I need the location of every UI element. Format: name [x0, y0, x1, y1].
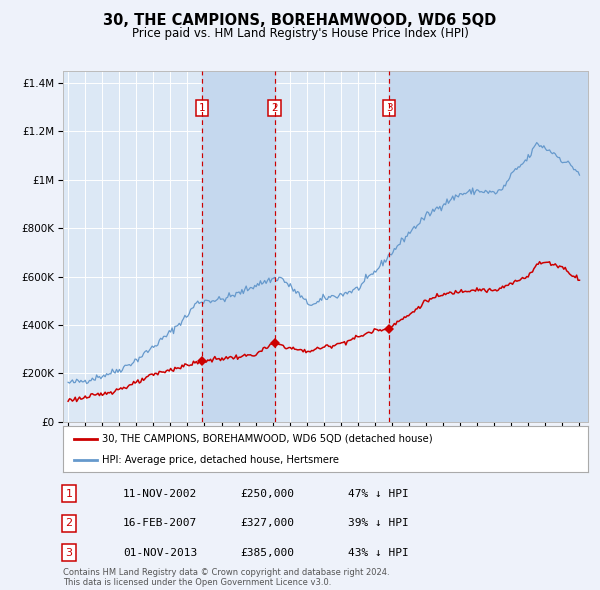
Text: 01-NOV-2013: 01-NOV-2013 [123, 548, 197, 558]
Text: 1: 1 [199, 103, 206, 113]
Text: 3: 3 [65, 548, 73, 558]
Text: 2: 2 [65, 519, 73, 528]
Text: £327,000: £327,000 [240, 519, 294, 528]
Text: 43% ↓ HPI: 43% ↓ HPI [348, 548, 409, 558]
Text: 16-FEB-2007: 16-FEB-2007 [123, 519, 197, 528]
Text: £385,000: £385,000 [240, 548, 294, 558]
Text: This data is licensed under the Open Government Licence v3.0.: This data is licensed under the Open Gov… [63, 578, 331, 587]
Text: 2: 2 [271, 103, 278, 113]
Text: Contains HM Land Registry data © Crown copyright and database right 2024.: Contains HM Land Registry data © Crown c… [63, 568, 389, 577]
Text: 30, THE CAMPIONS, BOREHAMWOOD, WD6 5QD (detached house): 30, THE CAMPIONS, BOREHAMWOOD, WD6 5QD (… [103, 434, 433, 444]
Text: HPI: Average price, detached house, Hertsmere: HPI: Average price, detached house, Hert… [103, 455, 340, 465]
Text: 1: 1 [65, 489, 73, 499]
Text: 39% ↓ HPI: 39% ↓ HPI [348, 519, 409, 528]
Text: 47% ↓ HPI: 47% ↓ HPI [348, 489, 409, 499]
Text: 3: 3 [386, 103, 392, 113]
Bar [389, 71, 588, 422]
Bar [202, 71, 275, 422]
Text: Price paid vs. HM Land Registry's House Price Index (HPI): Price paid vs. HM Land Registry's House … [131, 27, 469, 40]
Text: £250,000: £250,000 [240, 489, 294, 499]
Text: 11-NOV-2002: 11-NOV-2002 [123, 489, 197, 499]
Text: 30, THE CAMPIONS, BOREHAMWOOD, WD6 5QD: 30, THE CAMPIONS, BOREHAMWOOD, WD6 5QD [103, 13, 497, 28]
